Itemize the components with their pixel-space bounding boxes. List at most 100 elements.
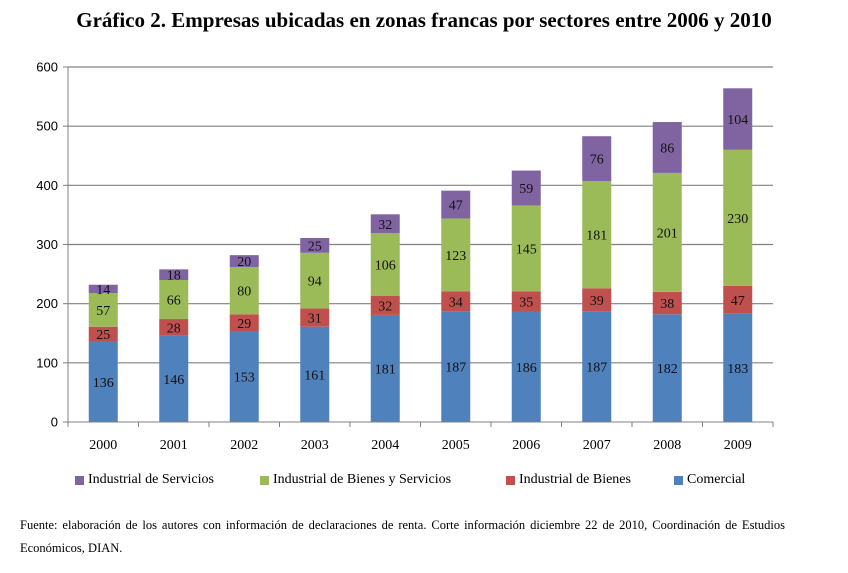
stacked-bar-chart: 136 25 57 14 146 28 66 18 153 29 80 20 161 31 94 25 181 3… — [36, 60, 774, 453]
bar-segment — [441, 218, 471, 292]
y-tick-label: 500 — [36, 119, 58, 134]
bar-segment — [441, 311, 471, 422]
data-label: 153 — [234, 371, 255, 386]
y-tick-label: 100 — [36, 355, 58, 370]
legend-item-bienes: Industrial de Bienes — [506, 472, 631, 488]
data-label: 18 — [167, 269, 181, 284]
y-tick-label: 400 — [36, 178, 58, 193]
x-tick-label: 2000 — [89, 438, 117, 453]
source-note: Fuente: elaboración de los autores con i… — [20, 518, 785, 555]
legend: Industrial de Servicios Industrial de Bi… — [0, 472, 848, 492]
bar-segment — [300, 252, 330, 309]
y-tick-label: 300 — [36, 237, 58, 252]
bar-segment — [300, 237, 330, 253]
legend-swatch — [506, 475, 515, 485]
bar-segment — [511, 311, 541, 422]
bar-segment — [370, 214, 400, 234]
data-label: 57 — [96, 304, 110, 319]
data-label: 25 — [308, 239, 322, 254]
bar-segment — [723, 149, 753, 286]
bar-segment — [88, 284, 118, 294]
data-label: 182 — [657, 362, 678, 377]
data-label: 94 — [308, 275, 322, 290]
x-tick-label: 2009 — [724, 438, 752, 453]
data-label: 123 — [445, 249, 466, 264]
legend-swatch — [75, 475, 84, 485]
bar-segment — [441, 291, 471, 312]
legend-item-bienes-servicios: Industrial de Bienes y Servicios — [260, 472, 451, 488]
bar-segment — [723, 88, 753, 150]
bar-segment — [652, 172, 682, 292]
data-label: 80 — [237, 285, 251, 300]
data-label: 187 — [445, 361, 466, 376]
bar-segment — [582, 288, 612, 312]
data-label: 161 — [304, 368, 325, 383]
bar-segment — [511, 291, 541, 312]
legend-label: Industrial de Bienes y Servicios — [273, 472, 452, 487]
bar-segment — [88, 293, 118, 327]
data-label: 39 — [590, 294, 604, 309]
bar-segment — [582, 181, 612, 289]
bar-segment — [159, 280, 189, 320]
legend-label: Comercial — [687, 472, 746, 487]
bar-segment — [582, 136, 612, 182]
bar-segment — [370, 295, 400, 315]
bar-segment — [159, 269, 189, 280]
bar-segment — [159, 335, 189, 422]
bar-segment — [229, 255, 259, 267]
data-label: 136 — [93, 376, 114, 391]
x-tick-label: 2004 — [371, 438, 399, 453]
x-tick-label: 2007 — [583, 438, 611, 453]
bar-segment — [652, 291, 682, 315]
data-label: 47 — [731, 294, 745, 309]
bar-segment — [300, 308, 330, 327]
data-label: 31 — [308, 312, 322, 327]
data-label: 34 — [449, 295, 463, 310]
bar-segment — [88, 326, 118, 342]
x-tick-label: 2008 — [653, 438, 681, 453]
bar-segment — [582, 311, 612, 422]
y-tick-label: 200 — [36, 296, 58, 311]
bar-segment — [370, 314, 400, 422]
data-label: 106 — [375, 259, 396, 274]
data-label: 66 — [167, 294, 181, 309]
data-label: 59 — [519, 182, 533, 197]
data-label: 181 — [586, 229, 607, 244]
data-label: 76 — [590, 153, 604, 168]
data-label: 187 — [586, 361, 607, 376]
x-tick-label: 2005 — [442, 438, 470, 453]
bar-segment — [88, 341, 118, 422]
bar-segment — [229, 314, 259, 332]
legend-item-servicios: Industrial de Servicios — [75, 472, 214, 488]
y-tick-label: 0 — [51, 415, 58, 430]
legend-swatch — [260, 475, 269, 485]
x-tick-label: 2001 — [160, 438, 188, 453]
bar-segment — [441, 190, 471, 219]
x-tick-label: 2002 — [230, 438, 258, 453]
data-label: 38 — [660, 297, 674, 312]
data-label: 32 — [378, 218, 392, 233]
data-label: 25 — [96, 328, 110, 343]
bar-segment — [229, 331, 259, 422]
bar-segment — [229, 266, 259, 315]
data-label: 230 — [727, 212, 748, 227]
data-label: 29 — [237, 317, 251, 332]
y-tick-label: 600 — [36, 60, 58, 75]
chart-title: Gráfico 2. Empresas ubicadas en zonas fr… — [76, 8, 772, 32]
bars — [88, 88, 753, 422]
data-label: 104 — [727, 113, 748, 128]
data-label: 183 — [727, 362, 748, 377]
data-label: 28 — [167, 321, 181, 336]
bar-segment — [511, 205, 541, 292]
data-label: 35 — [519, 296, 533, 311]
data-label: 20 — [237, 255, 251, 270]
legend-swatch — [674, 475, 683, 485]
legend-label: Industrial de Servicios — [88, 472, 214, 487]
data-label: 86 — [660, 141, 674, 156]
bar-segment — [370, 233, 400, 296]
data-label: 181 — [375, 362, 396, 377]
data-labels: 136 25 57 14 146 28 66 18 153 29 80 20 161 31 94 25 181 3… — [93, 113, 749, 391]
data-label: 146 — [163, 373, 184, 388]
bar-segment — [159, 319, 189, 336]
data-label: 14 — [96, 283, 110, 298]
